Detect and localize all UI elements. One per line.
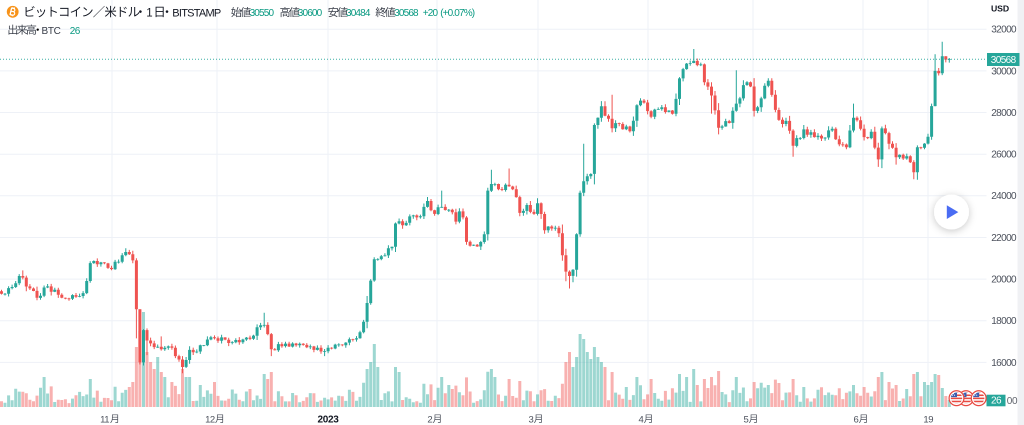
svg-text:4: 4	[639, 414, 644, 425]
svg-text:+20: +20	[423, 8, 439, 19]
svg-text:16000: 16000	[991, 358, 1017, 369]
svg-text:BTC: BTC	[42, 26, 61, 37]
svg-text:30600: 30600	[298, 8, 323, 19]
svg-text:BITSTAMP: BITSTAMP	[172, 7, 221, 19]
svg-text:20000: 20000	[991, 275, 1017, 286]
svg-text:12: 12	[205, 414, 215, 425]
svg-text:30568: 30568	[991, 55, 1017, 66]
svg-text:26000: 26000	[991, 150, 1017, 161]
svg-text:2: 2	[427, 414, 432, 425]
svg-text:30484: 30484	[346, 8, 371, 19]
svg-text:00: 00	[1007, 396, 1018, 407]
svg-text:30568: 30568	[394, 8, 419, 19]
svg-text:26: 26	[991, 396, 1002, 407]
svg-text:26: 26	[70, 26, 81, 37]
svg-text:1: 1	[146, 7, 152, 19]
svg-text:24000: 24000	[991, 191, 1017, 202]
svg-text:32000: 32000	[991, 25, 1017, 36]
svg-text:28000: 28000	[991, 108, 1017, 119]
svg-text:USD: USD	[991, 4, 1009, 14]
svg-text:30000: 30000	[991, 66, 1017, 77]
svg-text:18000: 18000	[991, 316, 1017, 327]
svg-text:(+0.07%): (+0.07%)	[440, 8, 475, 19]
svg-text:5: 5	[744, 414, 749, 425]
svg-text:19: 19	[923, 414, 933, 425]
svg-text:6: 6	[854, 414, 859, 425]
svg-text:2023: 2023	[318, 414, 340, 425]
svg-text:11: 11	[100, 414, 109, 425]
svg-text:30550: 30550	[250, 8, 275, 19]
svg-text:22000: 22000	[991, 233, 1017, 244]
svg-text:3: 3	[529, 414, 534, 425]
